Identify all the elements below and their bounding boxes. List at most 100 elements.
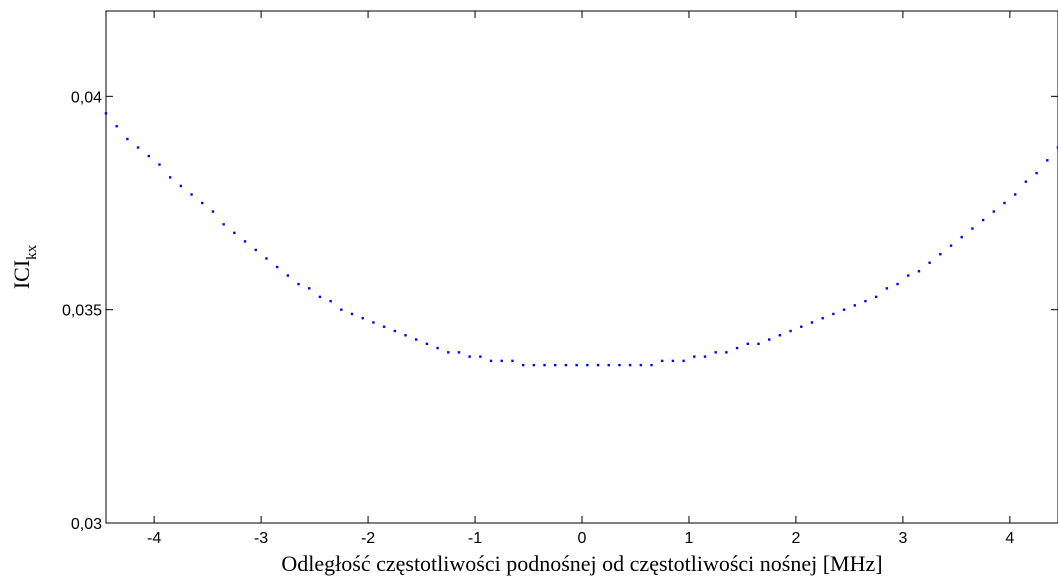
data-point — [500, 359, 503, 363]
data-point — [479, 355, 482, 358]
x-tick-label: 1 — [685, 530, 694, 547]
y-axis-label-main: ICI — [9, 260, 34, 289]
data-point — [404, 334, 407, 337]
data-point — [810, 321, 814, 324]
data-point — [725, 351, 728, 354]
data-point — [789, 329, 792, 333]
data-point — [147, 154, 150, 158]
data-point — [757, 342, 760, 345]
data-point — [714, 351, 717, 354]
data-point — [136, 146, 140, 149]
data-point — [265, 257, 268, 260]
data-point — [650, 363, 653, 367]
x-tick-label: -2 — [361, 530, 375, 547]
data-point — [746, 342, 749, 345]
data-point — [735, 346, 739, 350]
x-axis-ticks: -4 -3 -2 -1 0 1 2 3 4 — [147, 11, 1014, 547]
data-point — [350, 312, 354, 316]
data-point — [842, 308, 846, 311]
data-point — [168, 176, 172, 179]
data-point — [575, 363, 578, 367]
data-point — [436, 346, 439, 350]
data-point — [703, 355, 707, 358]
data-point — [554, 363, 557, 367]
data-point — [489, 359, 493, 363]
data-point — [126, 137, 129, 141]
data-point — [1014, 193, 1017, 196]
data-point — [286, 274, 290, 277]
data-point — [960, 235, 963, 239]
data-point — [992, 210, 996, 213]
data-point — [361, 317, 364, 320]
data-point — [415, 338, 418, 341]
data-point — [864, 299, 867, 303]
data-point — [778, 334, 782, 337]
data-point — [297, 282, 300, 286]
data-point — [447, 351, 450, 354]
data-point — [939, 253, 942, 256]
data-point — [1056, 146, 1058, 149]
data-point — [618, 363, 621, 367]
data-point — [639, 363, 643, 367]
data-point — [233, 231, 236, 235]
data-point — [222, 223, 225, 226]
data-point — [179, 184, 183, 188]
data-point — [586, 363, 589, 367]
x-tick-label: 2 — [791, 530, 800, 547]
x-tick-label: -1 — [468, 530, 482, 547]
data-point — [190, 193, 193, 196]
data-point — [1024, 180, 1028, 183]
data-point — [682, 359, 685, 363]
data-point — [468, 355, 471, 358]
x-tick-label: 0 — [578, 530, 587, 547]
data-point — [254, 248, 257, 252]
data-point — [628, 363, 632, 367]
x-tick-label: -4 — [147, 530, 161, 547]
data-point — [104, 112, 108, 115]
y-axis-ticks: 0,03 0,035 0,04 — [62, 89, 1058, 533]
data-point — [382, 325, 386, 328]
y-axis-label-subscript: kx — [24, 244, 40, 260]
data-point — [800, 325, 803, 328]
data-point — [949, 244, 953, 247]
data-point — [532, 363, 536, 367]
data-point — [928, 261, 931, 264]
y-tick-label: 0,03 — [71, 516, 102, 533]
data-point — [329, 299, 332, 303]
data-point — [211, 210, 215, 213]
data-point — [201, 201, 204, 205]
data-point — [457, 351, 461, 354]
y-tick-label: 0,04 — [71, 89, 102, 106]
data-point — [885, 287, 889, 290]
data-point — [693, 355, 696, 358]
data-point — [543, 363, 546, 367]
data-point — [564, 363, 568, 367]
data-point — [853, 304, 856, 307]
data-point — [896, 282, 899, 286]
data-point — [607, 363, 610, 367]
data-point — [596, 363, 600, 367]
data-point — [907, 274, 910, 277]
data-point — [318, 295, 322, 299]
data-point — [874, 295, 878, 299]
data-point — [521, 363, 525, 367]
data-point — [971, 227, 974, 230]
data-point — [275, 265, 279, 269]
data-point — [340, 308, 343, 311]
plot-area — [105, 10, 1058, 524]
x-tick-label: 3 — [898, 530, 907, 547]
data-point — [1003, 201, 1006, 205]
y-axis-label: ICIkx — [9, 244, 40, 289]
data-point — [372, 321, 375, 324]
data-point — [671, 359, 675, 363]
data-point — [821, 317, 824, 320]
data-point — [1035, 171, 1038, 175]
data-point — [425, 342, 429, 345]
data-point — [661, 359, 664, 363]
data-point — [158, 163, 161, 166]
x-tick-label: 4 — [1005, 530, 1014, 547]
data-points — [104, 112, 1058, 367]
data-point — [511, 359, 514, 363]
data-point — [917, 270, 921, 273]
